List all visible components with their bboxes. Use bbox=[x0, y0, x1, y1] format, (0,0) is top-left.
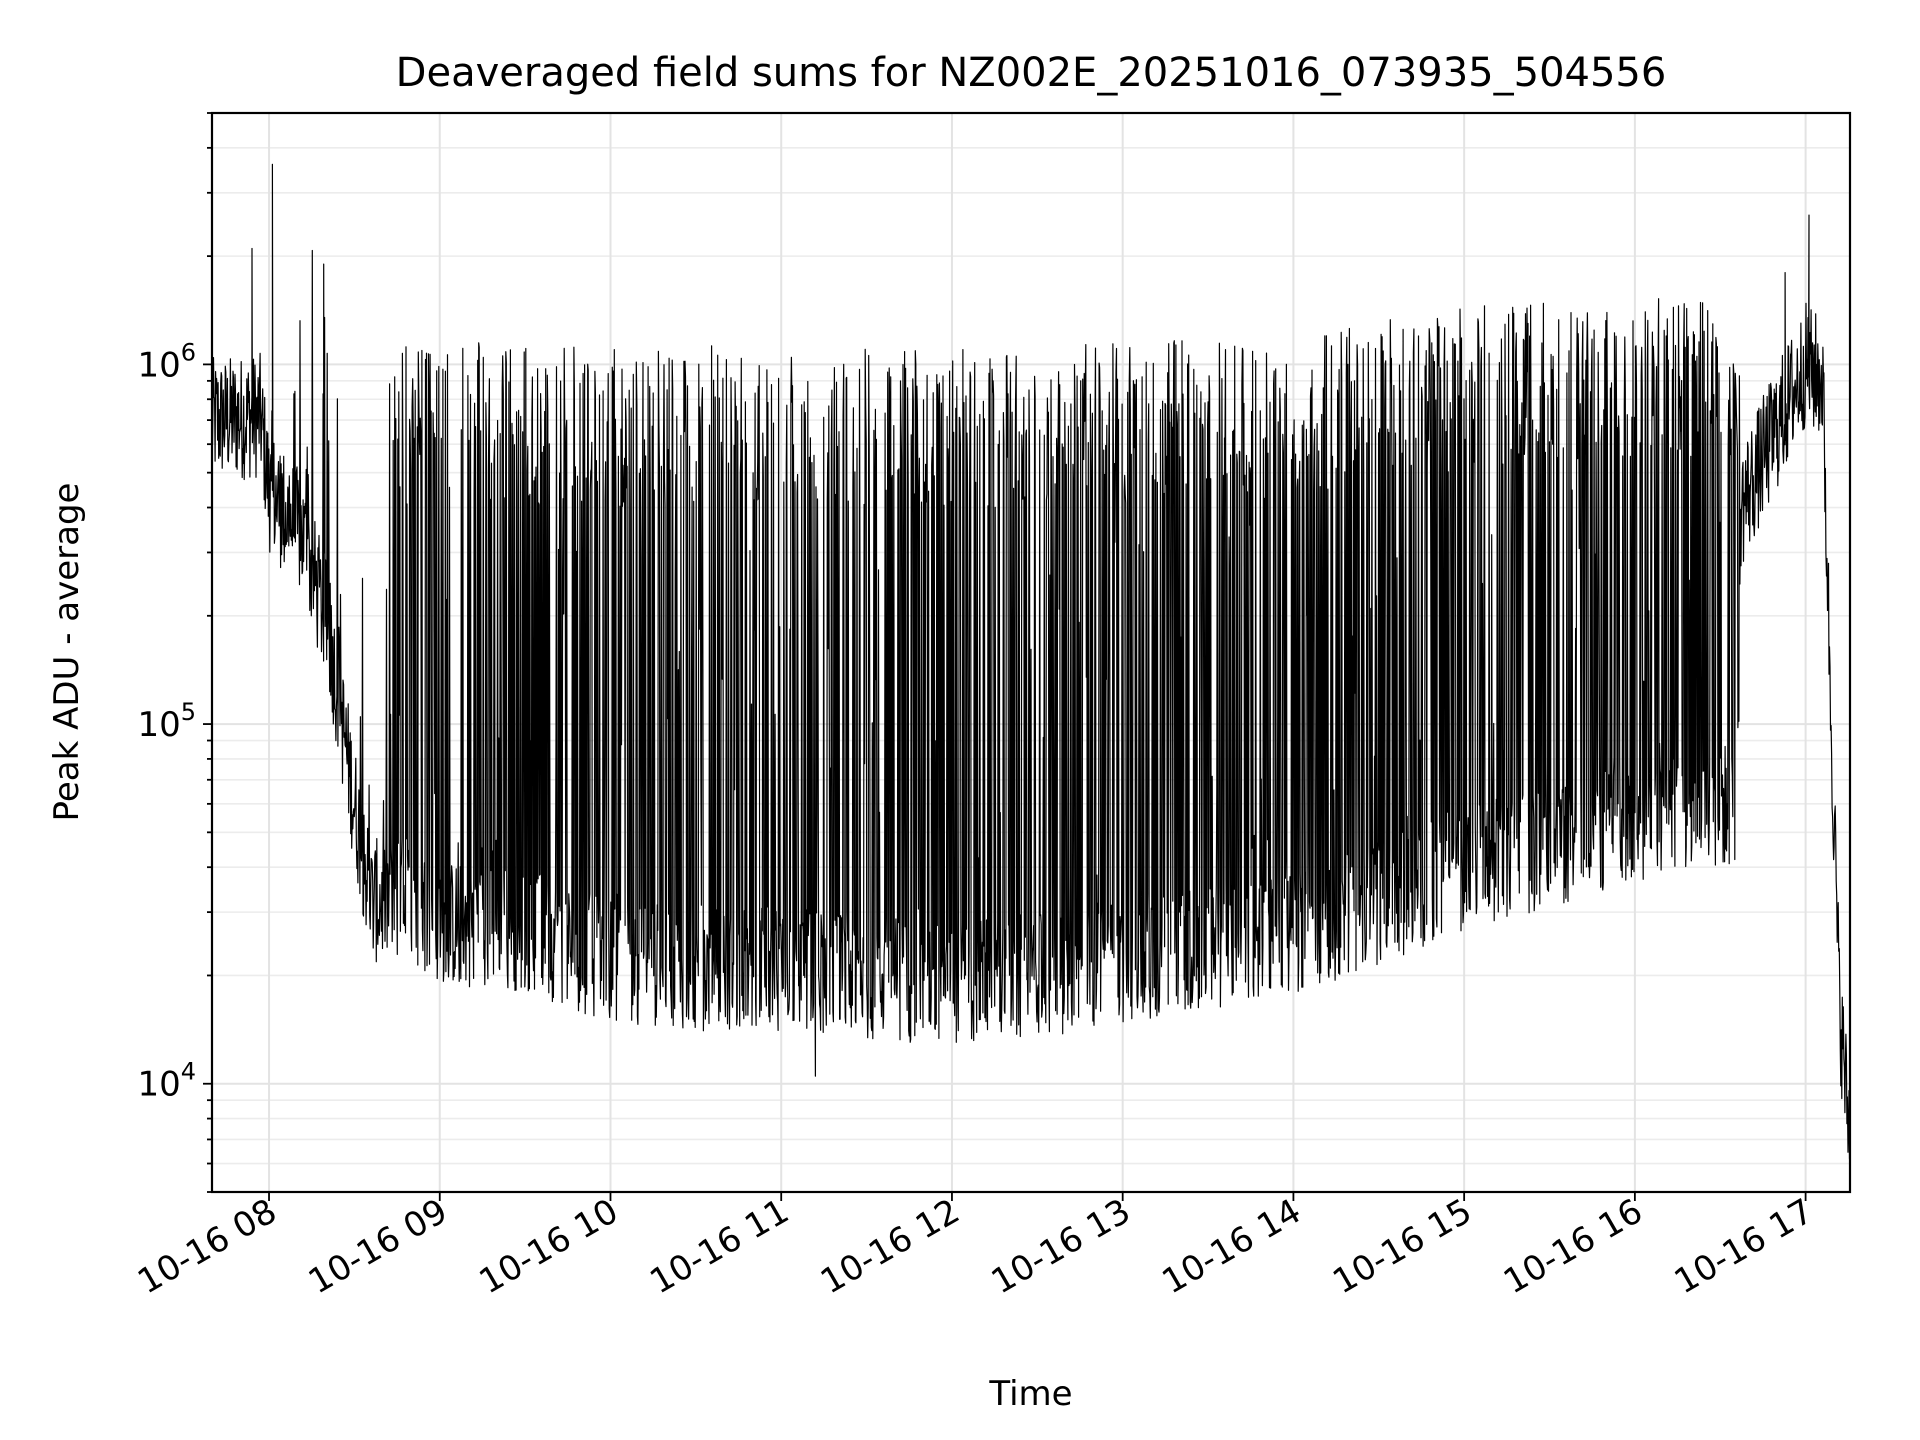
chart-title: Deaveraged field sums for NZ002E_2025101… bbox=[396, 50, 1667, 96]
x-tick-label: 10-16 08 bbox=[131, 1191, 283, 1302]
plot-frame bbox=[210, 111, 1852, 1194]
y-tick-label: 105 bbox=[137, 698, 196, 745]
x-tick-label: 10-16 13 bbox=[985, 1191, 1137, 1302]
y-axis-label: Peak ADU - average bbox=[47, 483, 87, 822]
x-tick-label: 10-16 10 bbox=[473, 1191, 625, 1302]
y-tick-label: 106 bbox=[137, 338, 196, 385]
x-tick-label: 10-16 16 bbox=[1497, 1191, 1649, 1302]
x-tick-label: 10-16 15 bbox=[1326, 1191, 1478, 1302]
x-tick-label: 10-16 12 bbox=[814, 1191, 966, 1302]
series-line bbox=[211, 163, 1851, 1164]
x-tick-label: 10-16 14 bbox=[1156, 1191, 1308, 1302]
y-tick-label: 104 bbox=[137, 1058, 196, 1105]
x-tick-label: 10-16 17 bbox=[1668, 1191, 1820, 1302]
x-tick-label: 10-16 09 bbox=[302, 1191, 454, 1302]
series-layer bbox=[211, 163, 1851, 1164]
x-axis-label: Time bbox=[988, 1374, 1072, 1414]
x-tick-label: 10-16 11 bbox=[643, 1191, 795, 1302]
